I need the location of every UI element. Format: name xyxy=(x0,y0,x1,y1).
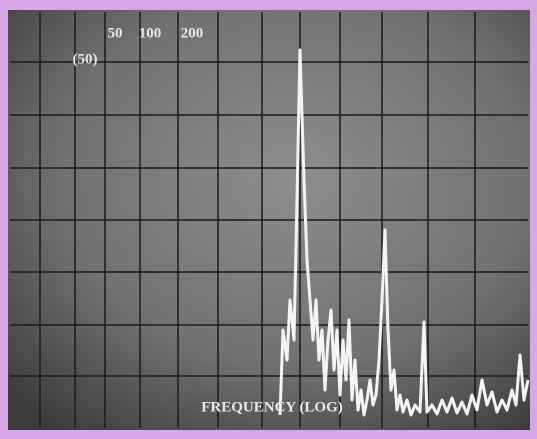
top-label: 200 xyxy=(181,25,204,41)
top-label: 100 xyxy=(139,25,162,41)
spectrum-trace xyxy=(278,48,530,417)
axis-label: FREQUENCY (LOG) xyxy=(201,399,343,415)
top-label: 50 xyxy=(108,25,123,41)
scale-label: (50) xyxy=(73,51,98,67)
graticule xyxy=(10,12,528,428)
